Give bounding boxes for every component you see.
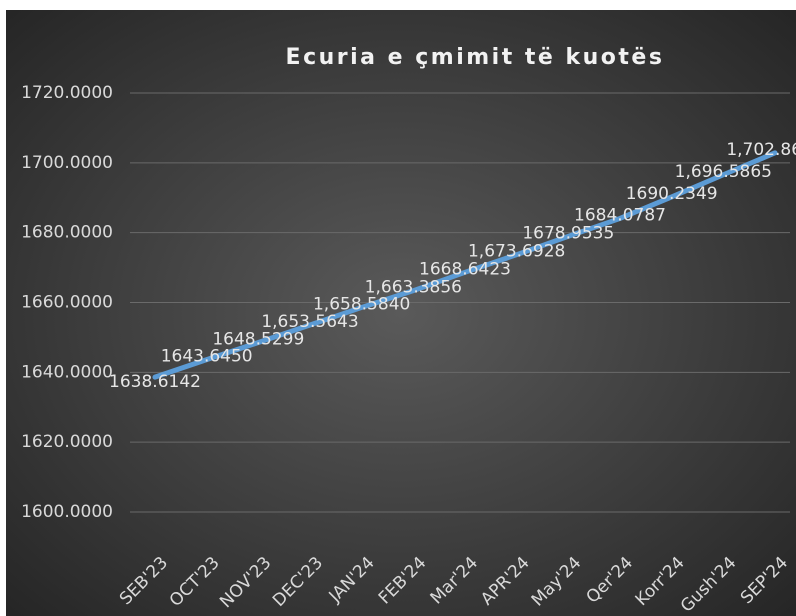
data-label: 1668.6423 bbox=[419, 259, 511, 279]
data-label: 1,663.3856 bbox=[365, 278, 462, 298]
y-tick-label: 1600.0000 bbox=[21, 502, 113, 522]
y-tick-label: 1660.0000 bbox=[21, 293, 113, 313]
y-tick-label: 1640.0000 bbox=[21, 362, 113, 382]
data-label: 1684.0787 bbox=[574, 205, 666, 225]
y-tick-label: 1700.0000 bbox=[21, 153, 113, 173]
data-label: 1643.6450 bbox=[161, 347, 253, 367]
chart-background bbox=[6, 10, 796, 616]
data-label: 1,658.5840 bbox=[313, 294, 410, 314]
data-label: 1,653.5643 bbox=[261, 312, 358, 332]
chart-title: Ecuria e çmimit të kuotës bbox=[286, 45, 665, 70]
data-label: 1,702.8626 bbox=[726, 140, 796, 160]
data-label: 1648.5299 bbox=[212, 330, 304, 350]
data-label: 1,673.6928 bbox=[468, 242, 565, 262]
data-label: 1690.2349 bbox=[626, 184, 718, 204]
data-label: 1678.9535 bbox=[522, 223, 614, 243]
y-tick-label: 1680.0000 bbox=[21, 223, 113, 243]
y-tick-label: 1620.0000 bbox=[21, 432, 113, 452]
data-label: 1,696.5865 bbox=[675, 162, 772, 182]
line bbox=[152, 150, 778, 380]
data-label: 1638.6142 bbox=[109, 372, 201, 392]
y-tick-label: 1720.0000 bbox=[21, 83, 113, 103]
